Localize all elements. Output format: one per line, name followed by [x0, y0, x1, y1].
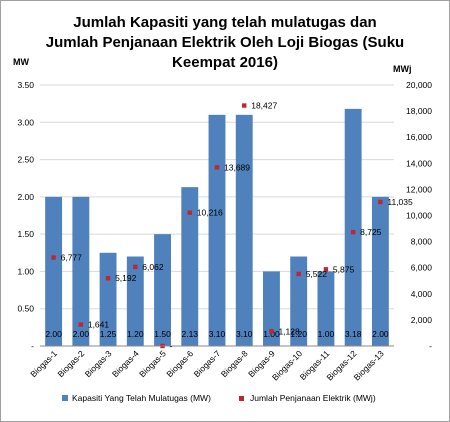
legend-swatch-bar [62, 395, 68, 401]
left-tick-label: 3.50 [17, 80, 34, 90]
marker-point [51, 255, 56, 260]
bar [290, 256, 308, 346]
marker-data-label: 6,777 [61, 253, 83, 263]
marker-data-label: 1,128 [278, 326, 300, 336]
marker-data-labels: 6,7771,6415,1926,062-10,21613,68918,4271… [61, 101, 413, 351]
bar-data-label: 3.10 [236, 329, 253, 339]
bar-data-label: 1.50 [154, 329, 171, 339]
chart-title: Jumlah Kapasiti yang telah mulatugas dan… [46, 14, 404, 71]
right-tick-label: 6,000 [411, 263, 433, 273]
bar-series [45, 108, 389, 346]
right-tick-label: 4,000 [411, 289, 433, 299]
x-tick-label: Biogas-4 [110, 348, 141, 379]
marker-data-label: 6,062 [142, 262, 164, 272]
marker-point [133, 264, 138, 270]
left-axis-ticks: 3.50 3.00 2.50 2.00 1.50 1.00 0.50 - [17, 80, 34, 351]
marker-data-label: 5,192 [115, 273, 137, 283]
left-tick-label: 3.00 [17, 117, 34, 127]
bar-data-label: 2.00 [73, 329, 90, 339]
bar-data-label: 1.20 [290, 329, 307, 339]
bar-data-label: 2.00 [372, 329, 389, 339]
left-tick-label: 2.00 [17, 192, 34, 202]
right-tick-label: 12,000 [406, 184, 432, 194]
x-tick-label: Biogas-6 [164, 348, 195, 379]
x-tick-label: Biogas-5 [137, 348, 168, 379]
x-tick-label: Biogas-2 [55, 348, 86, 379]
bar [99, 252, 117, 346]
x-tick-label: Biogas-13 [352, 348, 386, 382]
bar-data-label: 3.10 [209, 329, 226, 339]
bar-data-label: 2.13 [181, 329, 198, 339]
right-tick-label: 18,000 [406, 106, 432, 116]
x-tick-label: Biogas-8 [219, 348, 250, 379]
marker-point [350, 229, 356, 235]
bar [317, 271, 335, 346]
left-tick-label: 1.00 [17, 266, 34, 276]
bar [45, 196, 63, 346]
chart-title-line-1: Jumlah Kapasiti yang telah mulatugas dan [73, 14, 376, 31]
right-tick-label: 16,000 [406, 132, 432, 142]
x-tick-label: Biogas-7 [192, 348, 223, 379]
bar-data-label: 1.00 [318, 329, 335, 339]
left-tick-label: - [31, 341, 34, 351]
marker-data-label: 5,522 [306, 269, 328, 279]
left-tick-label: 1.50 [17, 229, 34, 239]
marker-point [378, 199, 383, 205]
bar [263, 271, 280, 346]
bar [208, 114, 226, 346]
marker-point [78, 322, 84, 327]
bar-data-label: 1.20 [127, 329, 144, 339]
right-tick-label: 20,000 [406, 80, 432, 90]
right-tick-label: 8,000 [411, 237, 433, 247]
x-tick-label: Biogas-3 [83, 348, 114, 379]
bar [126, 256, 144, 346]
bar [154, 234, 171, 346]
marker-point [269, 329, 274, 334]
marker-data-label: 18,427 [251, 101, 277, 111]
bar-data-label: 3.18 [345, 329, 362, 339]
x-tick-label: Biogas-1 [28, 348, 59, 379]
bar [235, 114, 253, 346]
bar-data-label: 2.00 [45, 329, 62, 339]
bar-data-label: 1.25 [100, 329, 117, 339]
marker-data-label: 5,875 [333, 264, 355, 274]
marker-point [323, 267, 329, 272]
marker-data-label: 8,725 [360, 227, 382, 237]
left-tick-label: 0.50 [17, 304, 34, 314]
marker-point [242, 103, 247, 108]
left-tick-label: 2.50 [17, 155, 34, 165]
left-axis-unit: MW [13, 57, 29, 67]
chart-title-line-2: Jumlah Penjanaan Elektrik Oleh Loji Biog… [46, 34, 404, 51]
legend-label-marker: Jumlah Penjanaan Elektrik (MWj) [250, 393, 376, 403]
marker-data-label: 13,689 [224, 162, 250, 172]
legend: Kapasiti Yang Telah Mulatugas (MW) Jumla… [62, 393, 376, 403]
legend-swatch-marker [239, 396, 244, 401]
right-tick-label: 10,000 [406, 211, 432, 221]
bar [344, 108, 362, 346]
right-tick-label: - [429, 341, 432, 351]
right-tick-label: 2,000 [411, 315, 433, 325]
marker-point [105, 276, 111, 281]
bar [181, 187, 199, 346]
marker-data-label: 1,641 [88, 320, 110, 330]
marker-point [214, 165, 220, 170]
marker-data-label: 11,035 [387, 197, 413, 207]
right-axis-unit: MWj [393, 64, 412, 74]
right-tick-label: 14,000 [406, 158, 432, 168]
bar [371, 196, 389, 346]
legend-label-bar: Kapasiti Yang Telah Mulatugas (MW) [72, 393, 211, 403]
marker-data-label: 10,216 [197, 208, 223, 218]
marker-point [187, 210, 192, 215]
bar-data-label: 1.00 [263, 329, 280, 339]
bar-data-labels: 2.00 2.00 1.25 1.20 1.50 2.13 3.10 3.10 1.00 1.20… [45, 329, 389, 339]
chart-title-line-3: Keempat 2016) [172, 54, 278, 71]
x-axis-labels: Biogas-1Biogas-2Biogas-3Biogas-4Biogas-5… [28, 348, 386, 382]
bar [72, 196, 90, 346]
marker-point [296, 271, 301, 277]
right-axis-ticks: 20,000 18,000 16,000 14,000 12,000 10,000 8,00… [406, 80, 432, 351]
